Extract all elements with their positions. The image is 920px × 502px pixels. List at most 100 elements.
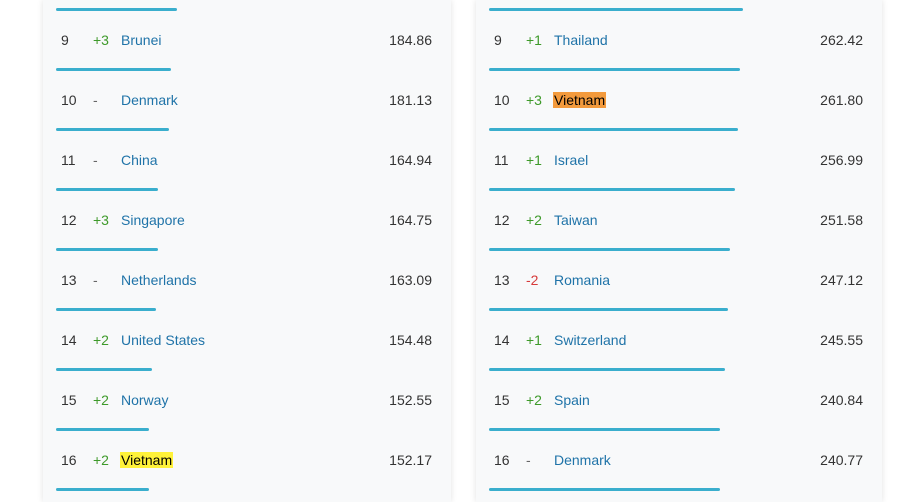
rank-change: +1: [526, 32, 542, 48]
country-link[interactable]: Denmark: [553, 440, 612, 480]
ranking-row: 14 +1 Switzerland 245.55: [476, 320, 882, 360]
ranking-row: 13- Netherlands 163.09: [43, 260, 451, 300]
country-name: Switzerland: [554, 332, 627, 348]
country-link[interactable]: China: [120, 140, 159, 180]
score-value: 247.12: [820, 272, 863, 288]
ranking-row: 9 +1 Thailand 262.42: [476, 20, 882, 60]
ranking-row: 9 +3 Brunei 184.86: [43, 20, 451, 60]
score-bar: [56, 128, 169, 131]
rank-change: +3: [93, 212, 109, 228]
country-link[interactable]: Norway: [120, 380, 169, 420]
score-bar: [489, 128, 738, 131]
rank-change: +3: [93, 32, 109, 48]
country-link[interactable]: United States: [120, 320, 206, 360]
rank-number: 14: [494, 332, 510, 348]
rank-number: 11: [494, 152, 509, 168]
rank-number: 10: [494, 92, 510, 108]
score-value: 163.09: [389, 272, 432, 288]
rank-change: +2: [526, 212, 542, 228]
country-name: Norway: [121, 392, 169, 408]
rank-number: 11: [61, 152, 76, 168]
ranking-row: 16- Denmark 240.77: [476, 440, 882, 480]
country-name: Singapore: [121, 212, 185, 228]
rank-number: 9: [61, 32, 69, 48]
country-link[interactable]: Romania: [553, 260, 611, 300]
rank-number: 16: [494, 452, 510, 468]
ranking-row: 14 +2 United States 154.48: [43, 320, 451, 360]
ranking-row: 11 - China 164.94: [43, 140, 451, 180]
ranking-row: 15 +2 Spain 240.84: [476, 380, 882, 420]
country-link[interactable]: Thailand: [553, 20, 609, 60]
ranking-row: 10- Denmark 181.13: [43, 80, 451, 120]
country-link[interactable]: Switzerland: [553, 320, 627, 360]
country-link[interactable]: Taiwan: [553, 200, 599, 240]
country-name: Israel: [554, 152, 589, 168]
rank-number: 15: [494, 392, 510, 408]
country-link[interactable]: Netherlands: [120, 260, 198, 300]
rank-change: +2: [93, 332, 109, 348]
country-name: Brunei: [121, 32, 162, 48]
score-bar: [489, 188, 735, 191]
country-name: Denmark: [121, 92, 178, 108]
score-bar: [489, 368, 725, 371]
ranking-row: 12 +3 Singapore 164.75: [43, 200, 451, 240]
country-name: Netherlands: [121, 272, 197, 288]
rank-number: 12: [494, 212, 510, 228]
score-value: 245.55: [820, 332, 863, 348]
ranking-row: 13 -2 Romania 247.12: [476, 260, 882, 300]
country-name: Vietnam: [553, 92, 607, 108]
rank-change: +3: [526, 92, 542, 108]
score-value: 184.86: [389, 32, 432, 48]
rank-change: +2: [93, 392, 109, 408]
score-bar: [489, 428, 720, 431]
score-bar: [56, 308, 156, 311]
rank-change: -: [526, 452, 531, 468]
score-value: 256.99: [820, 152, 863, 168]
score-bar: [489, 68, 740, 71]
score-value: 164.75: [389, 212, 432, 228]
score-bar: [56, 488, 149, 491]
ranking-row: 12 +2 Taiwan 251.58: [476, 200, 882, 240]
country-name: Romania: [554, 272, 611, 288]
rank-number: 13: [494, 272, 510, 288]
score-value: 152.17: [389, 452, 432, 468]
score-bar: [56, 248, 158, 251]
rank-change: -: [93, 152, 98, 168]
score-bar: [489, 488, 720, 491]
rank-change: +1: [526, 332, 542, 348]
country-name: Thailand: [554, 32, 608, 48]
score-value: 240.77: [820, 452, 863, 468]
ranking-row: 10 +3 Vietnam 261.80: [476, 80, 882, 120]
rank-number: 16: [61, 452, 77, 468]
score-bar: [56, 368, 152, 371]
country-link[interactable]: Denmark: [120, 80, 179, 120]
rank-change: -: [93, 272, 98, 288]
country-link[interactable]: Vietnam: [553, 80, 607, 120]
score-value: 251.58: [820, 212, 863, 228]
score-value: 262.42: [820, 32, 863, 48]
country-link[interactable]: Singapore: [120, 200, 186, 240]
country-link[interactable]: Brunei: [120, 20, 162, 60]
rank-number: 12: [61, 212, 77, 228]
rank-change: -: [93, 92, 98, 108]
score-value: 164.94: [389, 152, 432, 168]
rank-number: 15: [61, 392, 77, 408]
rank-change: +1: [526, 152, 542, 168]
ranking-row: 15 +2 Norway 152.55: [43, 380, 451, 420]
score-bar: [489, 308, 728, 311]
score-bar: [56, 188, 158, 191]
ranking-row: 11 +1 Israel 256.99: [476, 140, 882, 180]
rank-number: 10: [61, 92, 77, 108]
score-bar: [489, 8, 743, 11]
country-link[interactable]: Spain: [553, 380, 591, 420]
country-link[interactable]: Vietnam: [120, 440, 174, 480]
score-value: 261.80: [820, 92, 863, 108]
country-name: Denmark: [554, 452, 611, 468]
rank-number: 14: [61, 332, 77, 348]
country-name: China: [121, 152, 158, 168]
country-link[interactable]: Israel: [553, 140, 589, 180]
score-value: 152.55: [389, 392, 432, 408]
score-value: 154.48: [389, 332, 432, 348]
score-bar: [56, 428, 149, 431]
ranking-row: 16 +2 Vietnam 152.17: [43, 440, 451, 480]
